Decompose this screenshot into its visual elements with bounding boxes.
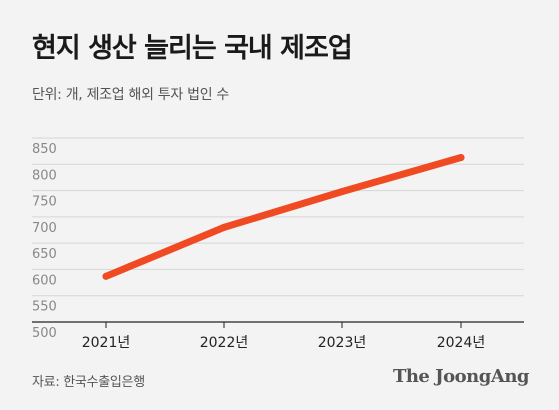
x-tick-label: 2024년 bbox=[437, 335, 486, 351]
y-tick-label: 800 bbox=[32, 168, 57, 183]
x-axis: 2021년 2022년 2023년 2024년 bbox=[32, 321, 524, 351]
y-tick-label: 600 bbox=[32, 273, 57, 288]
chart-title: 현지 생산 늘리는 국내 제조업 bbox=[32, 33, 353, 64]
data-point bbox=[338, 188, 346, 196]
data-point bbox=[220, 223, 228, 231]
y-tick-label: 850 bbox=[32, 142, 57, 157]
series-line bbox=[102, 154, 465, 280]
y-tick-label: 500 bbox=[32, 326, 57, 341]
x-tick-label: 2022년 bbox=[200, 335, 249, 351]
source-note: 자료: 한국수출입은행 bbox=[32, 375, 145, 390]
data-point bbox=[102, 272, 110, 280]
y-tick-label: 700 bbox=[32, 221, 57, 236]
y-tick-label: 750 bbox=[32, 195, 57, 210]
publisher-logo: The JoongAng bbox=[392, 366, 530, 387]
series-group bbox=[102, 154, 465, 280]
y-tick-label: 650 bbox=[32, 247, 57, 262]
chart-subtitle: 단위: 개, 제조업 해외 투자 법인 수 bbox=[32, 87, 230, 103]
data-point bbox=[457, 154, 465, 161]
y-tick-label: 550 bbox=[32, 300, 57, 315]
x-tick-label: 2021년 bbox=[82, 335, 131, 351]
line-chart: 850 800 750 700 650 600 550 500 2021년 2022년 2023년… bbox=[32, 137, 524, 351]
y-axis-ticks: 850 800 750 700 650 600 550 500 bbox=[32, 142, 57, 341]
x-tick-label: 2023년 bbox=[318, 335, 367, 351]
